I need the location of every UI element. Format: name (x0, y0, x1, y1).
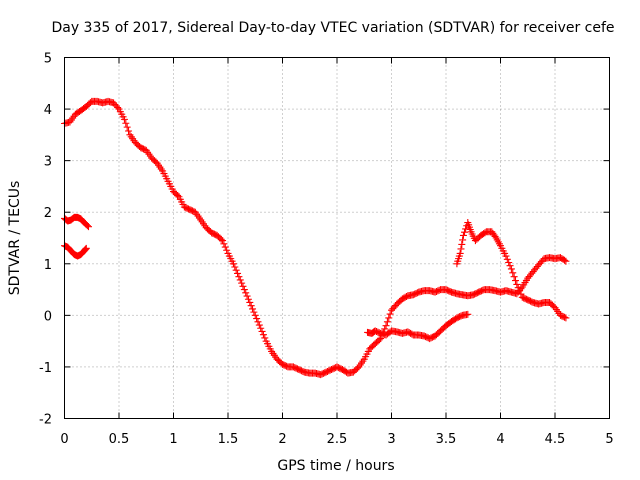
data-point-marker (120, 115, 128, 123)
data-point-marker (507, 265, 515, 273)
data-point-marker (506, 262, 514, 270)
x-tick-label: 2 (278, 432, 286, 447)
y-tick-label: 5 (44, 52, 52, 67)
data-point-marker (562, 257, 570, 265)
data-point-marker (253, 315, 261, 323)
data-point-marker (516, 287, 524, 295)
data-point-marker (459, 236, 467, 244)
data-point-marker (236, 276, 244, 284)
data-point-marker (244, 295, 252, 303)
data-point-marker (510, 273, 518, 281)
y-tick-label: -1 (39, 361, 52, 376)
data-point-marker (254, 318, 262, 326)
data-point-marker (223, 246, 231, 254)
y-tick-label: 0 (44, 309, 52, 324)
series-segment-lower-left (61, 242, 90, 260)
data-point-marker (229, 260, 237, 268)
data-point-marker (221, 243, 229, 251)
data-points (61, 97, 570, 379)
y-tick-label: 1 (44, 258, 52, 273)
x-tick-label: 5 (605, 432, 613, 447)
data-point-marker (217, 235, 225, 243)
data-point-marker (122, 119, 130, 127)
data-point-marker (514, 284, 522, 292)
x-tick-label: 3.5 (436, 432, 457, 447)
data-point-marker (246, 298, 254, 306)
data-point-marker (125, 127, 133, 135)
data-point-marker (174, 191, 182, 199)
x-tick-label: 1 (169, 432, 177, 447)
data-point-marker (82, 244, 90, 252)
data-point-marker (219, 237, 227, 245)
series-segment-late-upper (453, 219, 570, 322)
x-tick-label: 3 (387, 432, 395, 447)
data-point-marker (83, 222, 91, 230)
x-tick-label: 0.5 (109, 432, 130, 447)
data-point-marker (456, 249, 464, 257)
data-point-marker (386, 310, 394, 318)
x-tick-label: 2.5 (327, 432, 348, 447)
data-point-marker (258, 327, 266, 335)
data-point-marker (232, 266, 240, 274)
data-point-marker (509, 269, 517, 277)
data-point-marker (259, 331, 267, 339)
x-tick-label: 4 (496, 432, 504, 447)
data-point-marker (242, 289, 250, 297)
data-point-marker (238, 279, 246, 287)
data-point-marker (123, 123, 131, 131)
data-point-marker (220, 240, 228, 248)
data-point-marker (385, 314, 393, 322)
x-axis-ticks: 0 0.5 1 1.5 2 2.5 3 3.5 4 4.5 5 (60, 57, 614, 447)
y-tick-label: -2 (39, 413, 52, 428)
data-point-marker (561, 313, 569, 321)
data-point-marker (382, 322, 390, 330)
y-axis-ticks: -2 -1 0 1 2 3 4 5 (39, 52, 610, 428)
data-point-marker (375, 336, 383, 344)
series-segment-late-lower (364, 310, 472, 343)
x-tick-label: 1.5 (218, 432, 239, 447)
data-point-marker (513, 280, 521, 288)
data-point-marker (562, 314, 570, 322)
data-point-marker (250, 308, 258, 316)
data-point-marker (464, 310, 472, 318)
data-point-marker (457, 245, 465, 253)
data-point-marker (502, 252, 510, 260)
data-point-marker (249, 305, 257, 313)
data-point-marker (84, 223, 92, 231)
data-point-marker (505, 258, 513, 266)
data-point-marker (503, 255, 511, 263)
data-point-marker (234, 269, 242, 277)
x-tick-label: 4.5 (545, 432, 566, 447)
data-point-marker (247, 302, 255, 310)
y-tick-label: 3 (44, 155, 52, 170)
data-point-marker (114, 104, 122, 112)
series-main-track (61, 97, 570, 379)
data-point-marker (458, 240, 466, 248)
x-tick-label: 0 (60, 432, 68, 447)
y-axis-label: SDTVAR / TECUs (7, 181, 23, 296)
data-point-marker (231, 263, 239, 271)
data-point-marker (240, 286, 248, 294)
data-point-marker (261, 334, 269, 342)
data-point-marker (251, 311, 259, 319)
data-point-marker (383, 318, 391, 326)
data-point-marker (235, 273, 243, 281)
data-point-marker (257, 324, 265, 332)
data-point-marker (255, 321, 263, 329)
data-point-marker (561, 256, 569, 264)
series-segment-upper-left (61, 213, 92, 231)
data-point-marker (239, 282, 247, 290)
data-point-marker (243, 292, 251, 300)
data-point-marker (517, 290, 525, 298)
data-point-marker (511, 277, 519, 285)
data-point-marker (461, 228, 469, 236)
chart-title: Day 335 of 2017, Sidereal Day-to-day VTE… (51, 20, 614, 36)
y-tick-label: 4 (44, 103, 52, 118)
y-tick-label: 2 (44, 206, 52, 221)
data-point-marker (459, 231, 467, 239)
plot-frame (64, 57, 610, 419)
x-axis-label: GPS time / hours (277, 458, 394, 474)
